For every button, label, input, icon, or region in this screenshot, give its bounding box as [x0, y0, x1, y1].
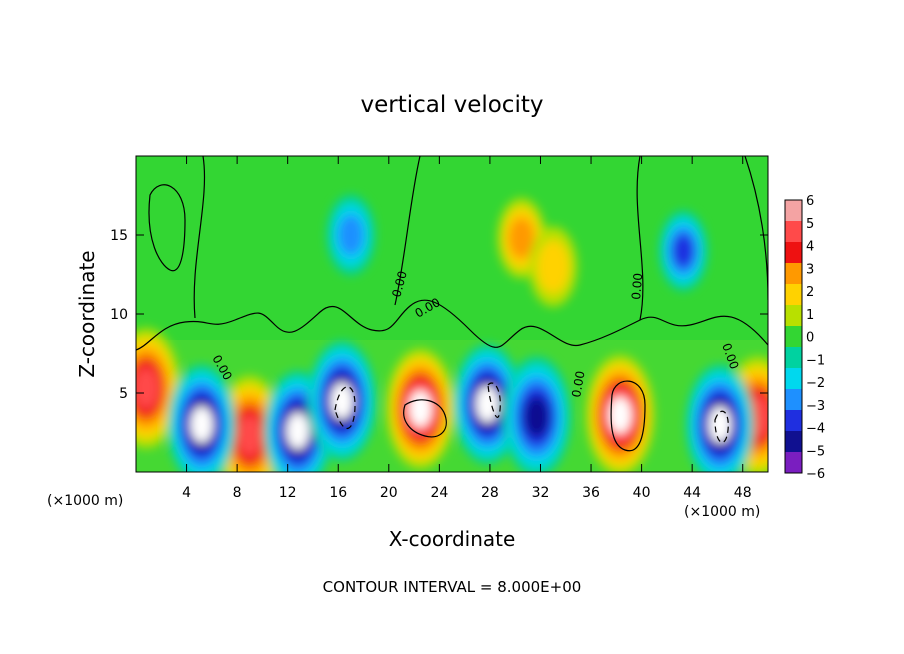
downdraft-cell: [326, 195, 375, 275]
colorbar-label: −2: [806, 376, 825, 391]
colorbar-label: 5: [806, 217, 814, 232]
downdraft-cell: [167, 364, 236, 472]
colorbar-segment: [785, 410, 802, 432]
closed-contour-topleft: [148, 184, 186, 272]
colorbar-segment: [785, 326, 802, 348]
colorbar: 6 5 4 3 2 1 0 −1 −2 −3 −4 −5 −6: [784, 194, 825, 482]
downdraft-cell: [502, 356, 571, 472]
y-tick-label: 10: [110, 307, 128, 323]
x-tick-label: 28: [481, 485, 499, 501]
colorbar-segment: [785, 221, 802, 243]
updraft-cell-level: [608, 396, 632, 434]
colorbar-segment: [785, 368, 802, 390]
x-tick-label: 36: [582, 485, 600, 501]
colorbar-segment: [785, 389, 802, 411]
colorbar-segment: [785, 284, 802, 306]
x-tick-label: 8: [233, 485, 242, 501]
updraft-cell-level: [136, 367, 159, 409]
colorbar-label: 0: [806, 331, 814, 346]
x-axis: 4 8 12 16 20 24 28 32 36 40 44 48: [182, 156, 752, 501]
updraft-cell: [386, 348, 455, 469]
colorbar-segment: [785, 200, 802, 222]
downdraft-cell-level: [476, 385, 499, 423]
downdraft-cell-level: [286, 412, 310, 450]
contour-label: 0.00: [629, 272, 645, 300]
colorbar-segment: [785, 242, 802, 264]
colorbar-segment: [785, 431, 802, 453]
x-unit-left: (×1000 m): [47, 493, 123, 509]
velocity-cells: [136, 195, 768, 472]
downdraft-cell-level: [190, 406, 214, 443]
downdraft-cell: [685, 364, 754, 472]
updraft-cell: [586, 355, 655, 472]
zero-contour-upper: [193, 156, 206, 319]
x-tick-label: 44: [683, 485, 701, 501]
downdraft-core-3: [487, 382, 501, 418]
colorbar-segment: [785, 452, 802, 474]
x-tick-label: 20: [380, 485, 398, 501]
colorbar-label: −1: [806, 353, 825, 368]
colorbar-label: 3: [806, 262, 814, 277]
x-tick-label: 12: [279, 485, 297, 501]
updraft-cell-level: [409, 390, 432, 428]
downdraft-core-2: [714, 410, 729, 443]
colorbar-frame: [784, 199, 803, 474]
colorbar-segment: [785, 347, 802, 369]
x-tick-label: 32: [532, 485, 550, 501]
colorbar-label: 1: [806, 308, 814, 323]
downdraft-cell-level: [708, 406, 732, 443]
y-axis: 5 10 15: [110, 228, 768, 402]
updraft-cell-level: [508, 217, 535, 259]
updraft-cell: [136, 328, 181, 449]
colorbar-label: −4: [806, 422, 825, 437]
updraft-cell-level: [536, 240, 570, 294]
colorbar-label: −6: [806, 467, 825, 482]
downdraft-cell-level: [330, 382, 354, 420]
zero-contour-boundary: [136, 299, 768, 351]
downdraft-cell: [308, 340, 377, 461]
x-axis-label: X-coordinate: [389, 527, 516, 551]
colorbar-label: 6: [806, 194, 814, 209]
y-tick-label: 15: [110, 228, 128, 244]
colorbar-segment: [785, 263, 802, 285]
updraft-cell: [529, 226, 578, 307]
x-unit-right: (×1000 m): [684, 504, 760, 520]
colorbar-label: 2: [806, 285, 814, 300]
zero-contour-right: [636, 156, 644, 321]
downdraft-cell-level: [672, 233, 695, 268]
colorbar-label: −3: [806, 399, 825, 414]
plot-area: 0.00 0.00 0.00 0.00 0.00 0.00: [136, 156, 768, 472]
contour-lines: [136, 156, 768, 452]
x-tick-label: 48: [734, 485, 752, 501]
contour-label: 0.00: [569, 370, 587, 399]
updraft-cell-level: [237, 414, 263, 457]
updraft-core-1: [610, 380, 646, 452]
x-tick-label: 16: [329, 485, 347, 501]
y-tick-label: 5: [119, 386, 128, 402]
contour-interval-footer: CONTOUR INTERVAL = 8.000E+00: [323, 578, 582, 596]
downdraft-cell-level: [337, 214, 364, 256]
y-axis-label: Z-coordinate: [75, 250, 99, 377]
x-tick-label: 40: [633, 485, 651, 501]
colorbar-segment: [785, 305, 802, 327]
contour-label: 0.00: [389, 269, 409, 298]
x-tick-label: 24: [430, 485, 448, 501]
colorbar-label: 4: [806, 240, 814, 255]
downdraft-cell-level: [524, 396, 550, 438]
chart-title: vertical velocity: [361, 92, 544, 118]
downdraft-cell: [659, 210, 708, 291]
zero-contour-mid: [394, 156, 421, 306]
updraft-core-2: [403, 399, 447, 438]
colorbar-label: −5: [806, 444, 825, 459]
x-tick-label: 4: [182, 485, 191, 501]
